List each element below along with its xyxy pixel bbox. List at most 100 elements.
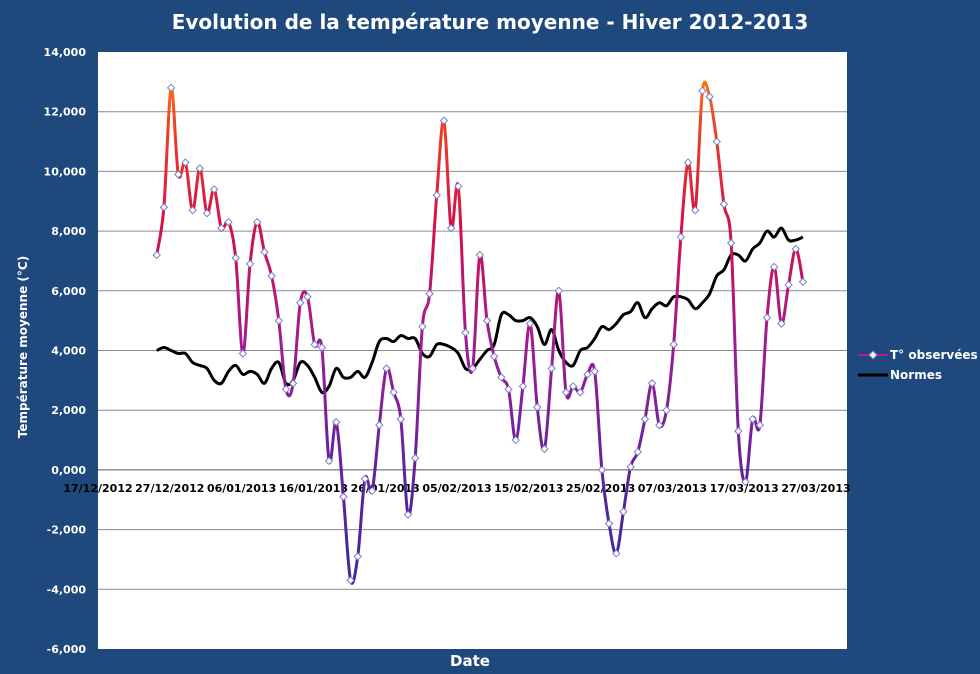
data-point	[748, 414, 757, 424]
data-point	[540, 444, 549, 454]
data-point	[238, 349, 248, 358]
data-point	[310, 340, 319, 349]
x-tick-label: 17/03/2013	[710, 482, 779, 495]
data-point	[360, 474, 370, 484]
data-point	[353, 552, 362, 561]
data-point	[683, 158, 693, 167]
y-tick-label: 12,000	[44, 106, 87, 119]
data-point	[418, 322, 427, 331]
data-point	[525, 319, 535, 328]
data-point	[281, 385, 291, 394]
data-point	[181, 158, 190, 167]
x-tick-label: 06/01/2013	[207, 482, 276, 495]
x-tick-label: 16/01/2013	[279, 482, 348, 495]
data-point	[698, 86, 707, 96]
y-tick-label: 4,000	[51, 345, 86, 358]
series-line-normes	[156, 226, 804, 395]
data-point	[303, 292, 312, 301]
x-tick-label: 27/12/2012	[135, 482, 204, 495]
y-tick-label: 14,000	[44, 46, 87, 59]
data-point	[662, 405, 671, 415]
data-point	[482, 316, 492, 325]
y-tick-label: 6,000	[51, 285, 86, 298]
data-point	[267, 271, 276, 281]
data-point	[159, 203, 169, 212]
data-point	[253, 217, 262, 227]
data-point	[367, 486, 377, 496]
data-point	[777, 319, 786, 328]
data-point	[410, 453, 420, 463]
data-point	[769, 262, 779, 272]
data-point	[533, 403, 542, 412]
data-point	[712, 137, 721, 146]
data-point	[446, 223, 456, 233]
y-axis-title: Température moyenne (°C)	[16, 255, 30, 439]
data-point	[741, 477, 750, 487]
data-point	[375, 420, 384, 430]
data-point	[655, 420, 664, 430]
legend-swatch-normes	[858, 373, 888, 377]
data-point	[166, 83, 176, 93]
legend-label-normes: Normes	[890, 368, 942, 382]
data-point	[511, 435, 520, 445]
data-point	[202, 208, 212, 218]
data-point	[403, 510, 413, 519]
data-point	[288, 379, 298, 388]
data-point	[504, 385, 513, 394]
x-tick-label: 26/01/2013	[351, 482, 420, 495]
data-point	[583, 370, 592, 379]
x-tick-label: 25/02/2013	[566, 482, 635, 495]
data-point	[209, 185, 219, 194]
data-point	[461, 328, 470, 337]
data-point	[489, 352, 499, 361]
legend-swatch-observed	[858, 350, 888, 360]
data-point	[669, 340, 678, 349]
data-point	[432, 191, 441, 200]
data-point	[332, 417, 341, 427]
data-point	[547, 364, 556, 373]
data-point	[188, 205, 197, 215]
data-point	[425, 289, 434, 298]
data-point	[317, 343, 327, 352]
data-point	[576, 388, 585, 397]
x-axis-title: Date	[450, 652, 490, 670]
data-point	[762, 313, 772, 322]
chart-title: Evolution de la température moyenne - Hi…	[171, 10, 809, 34]
x-tick-label: 07/03/2013	[638, 482, 707, 495]
y-tick-label: -4,000	[47, 583, 87, 596]
data-point	[626, 462, 635, 472]
y-tick-label: 10,000	[44, 165, 87, 178]
data-point	[604, 519, 614, 528]
data-point	[612, 549, 621, 558]
data-point	[676, 232, 686, 242]
data-point	[396, 414, 406, 424]
data-point	[497, 373, 506, 382]
data-point	[619, 507, 628, 516]
data-point	[324, 456, 334, 466]
data-point	[346, 576, 355, 585]
data-point	[454, 182, 463, 191]
data-point	[339, 492, 348, 501]
data-point	[245, 259, 255, 269]
data-point	[755, 420, 765, 430]
y-tick-label: -6,000	[47, 643, 87, 656]
data-point	[734, 426, 743, 436]
y-tick-label: -2,000	[47, 524, 87, 537]
data-point	[296, 298, 305, 307]
legend-item-observed: T° observées	[858, 345, 978, 365]
data-point	[468, 364, 477, 373]
y-tick-label: 8,000	[51, 225, 86, 238]
data-point	[439, 116, 449, 125]
legend: T° observées Normes	[858, 345, 978, 385]
data-point	[554, 286, 564, 296]
data-point	[274, 316, 283, 325]
data-point	[260, 247, 269, 257]
y-tick-label: 2,000	[51, 404, 86, 417]
data-point	[174, 170, 183, 179]
data-point	[726, 238, 736, 248]
data-point	[389, 388, 398, 397]
data-point	[231, 253, 240, 263]
data-point	[382, 364, 391, 373]
data-point	[590, 367, 599, 376]
